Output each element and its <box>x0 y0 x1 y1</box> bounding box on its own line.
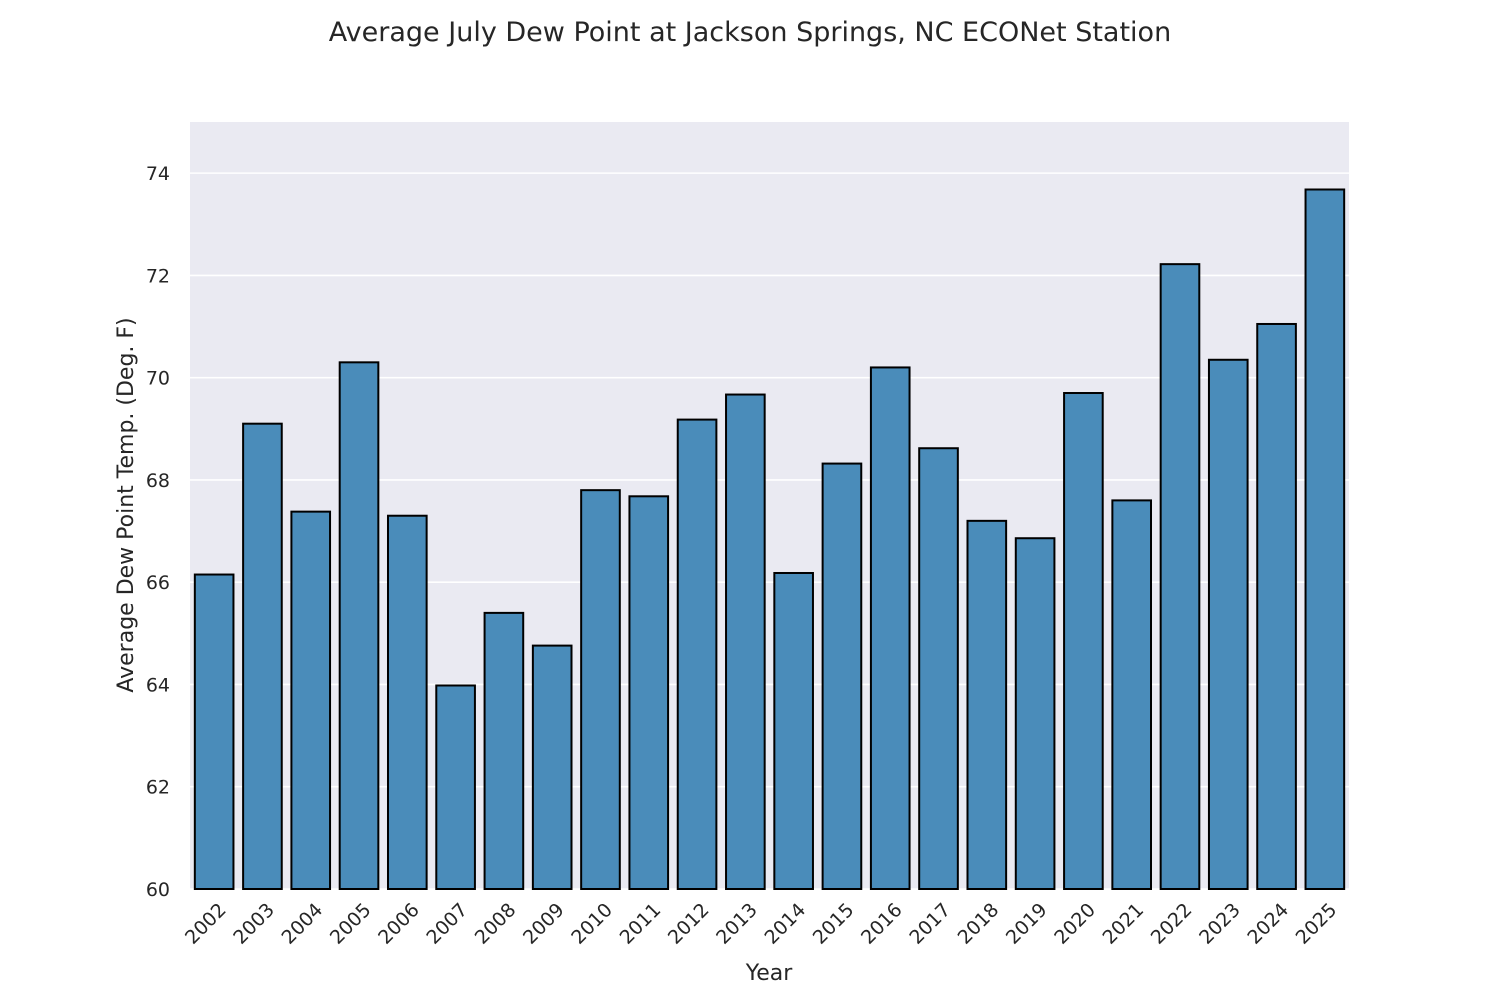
bar-2020 <box>1063 392 1104 890</box>
y-tick-label: 72 <box>146 265 170 287</box>
bar-2003 <box>242 422 283 890</box>
x-tick-label: 2023 <box>1195 899 1245 949</box>
y-tick-label: 70 <box>146 368 170 390</box>
plot-area <box>190 122 1349 889</box>
x-tick-label: 2006 <box>374 899 424 949</box>
bar-2012 <box>676 418 718 890</box>
bar-2022 <box>1159 263 1201 890</box>
x-tick-label: 2008 <box>471 899 521 949</box>
y-axis-label: Average Dew Point Temp. (Deg. F) <box>114 317 139 692</box>
bar-2025 <box>1304 188 1346 891</box>
y-tick-label: 60 <box>146 879 170 901</box>
y-tick-labels: 60 62 64 66 68 70 72 74 <box>146 163 170 901</box>
x-tick-label: 2004 <box>278 899 328 949</box>
x-tick-label: 2022 <box>1147 899 1197 949</box>
bar-2010 <box>580 489 621 890</box>
bar-2009 <box>531 644 573 891</box>
bar-2024 <box>1256 322 1297 890</box>
bar-2008 <box>483 611 525 890</box>
bar-2006 <box>386 514 428 891</box>
x-axis-label: Year <box>745 961 794 986</box>
bar-2014 <box>773 571 814 890</box>
bar-2013 <box>725 393 766 890</box>
x-tick-label: 2025 <box>1292 899 1342 949</box>
bar-2021 <box>1111 499 1153 890</box>
x-tick-label: 2019 <box>1002 899 1052 949</box>
y-tick-label: 66 <box>146 572 170 594</box>
x-tick-label: 2013 <box>712 899 762 949</box>
x-tick-label: 2003 <box>229 899 279 949</box>
y-tick-label: 64 <box>146 674 170 696</box>
bar-2004 <box>290 510 332 890</box>
bars <box>193 188 1346 891</box>
x-tick-label: 2018 <box>954 899 1004 949</box>
y-tick-label: 74 <box>146 163 170 185</box>
x-tick-label: 2024 <box>1243 899 1293 949</box>
bar-2005 <box>338 361 380 890</box>
x-tick-label: 2002 <box>181 899 231 949</box>
bar-2015 <box>821 462 863 890</box>
chart-title: Average July Dew Point at Jackson Spring… <box>329 17 1171 48</box>
x-tick-labels: 2002200320042005200620072008200920102011… <box>181 899 1341 949</box>
y-tick-label: 68 <box>146 470 170 492</box>
x-tick-label: 2011 <box>616 899 666 949</box>
x-tick-label: 2009 <box>519 899 569 949</box>
x-tick-label: 2016 <box>857 899 907 949</box>
bar-2023 <box>1207 358 1249 890</box>
bar-2019 <box>1014 537 1056 890</box>
x-tick-label: 2015 <box>809 899 859 949</box>
x-tick-label: 2010 <box>567 899 617 949</box>
x-tick-label: 2007 <box>422 899 472 949</box>
y-tick-label: 62 <box>146 777 170 799</box>
bar-2007 <box>435 684 476 890</box>
x-tick-label: 2012 <box>664 899 714 949</box>
bar-2002 <box>193 573 235 891</box>
x-tick-label: 2021 <box>1098 899 1148 949</box>
bar-2017 <box>918 447 959 890</box>
x-tick-label: 2020 <box>1050 899 1100 949</box>
bar-2016 <box>869 366 911 890</box>
x-tick-label: 2017 <box>905 899 955 949</box>
bar-2011 <box>628 495 670 890</box>
grid-lines <box>190 172 1349 890</box>
x-tick-label: 2005 <box>326 899 376 949</box>
bar-2018 <box>966 519 1008 891</box>
x-tick-label: 2014 <box>760 899 810 949</box>
